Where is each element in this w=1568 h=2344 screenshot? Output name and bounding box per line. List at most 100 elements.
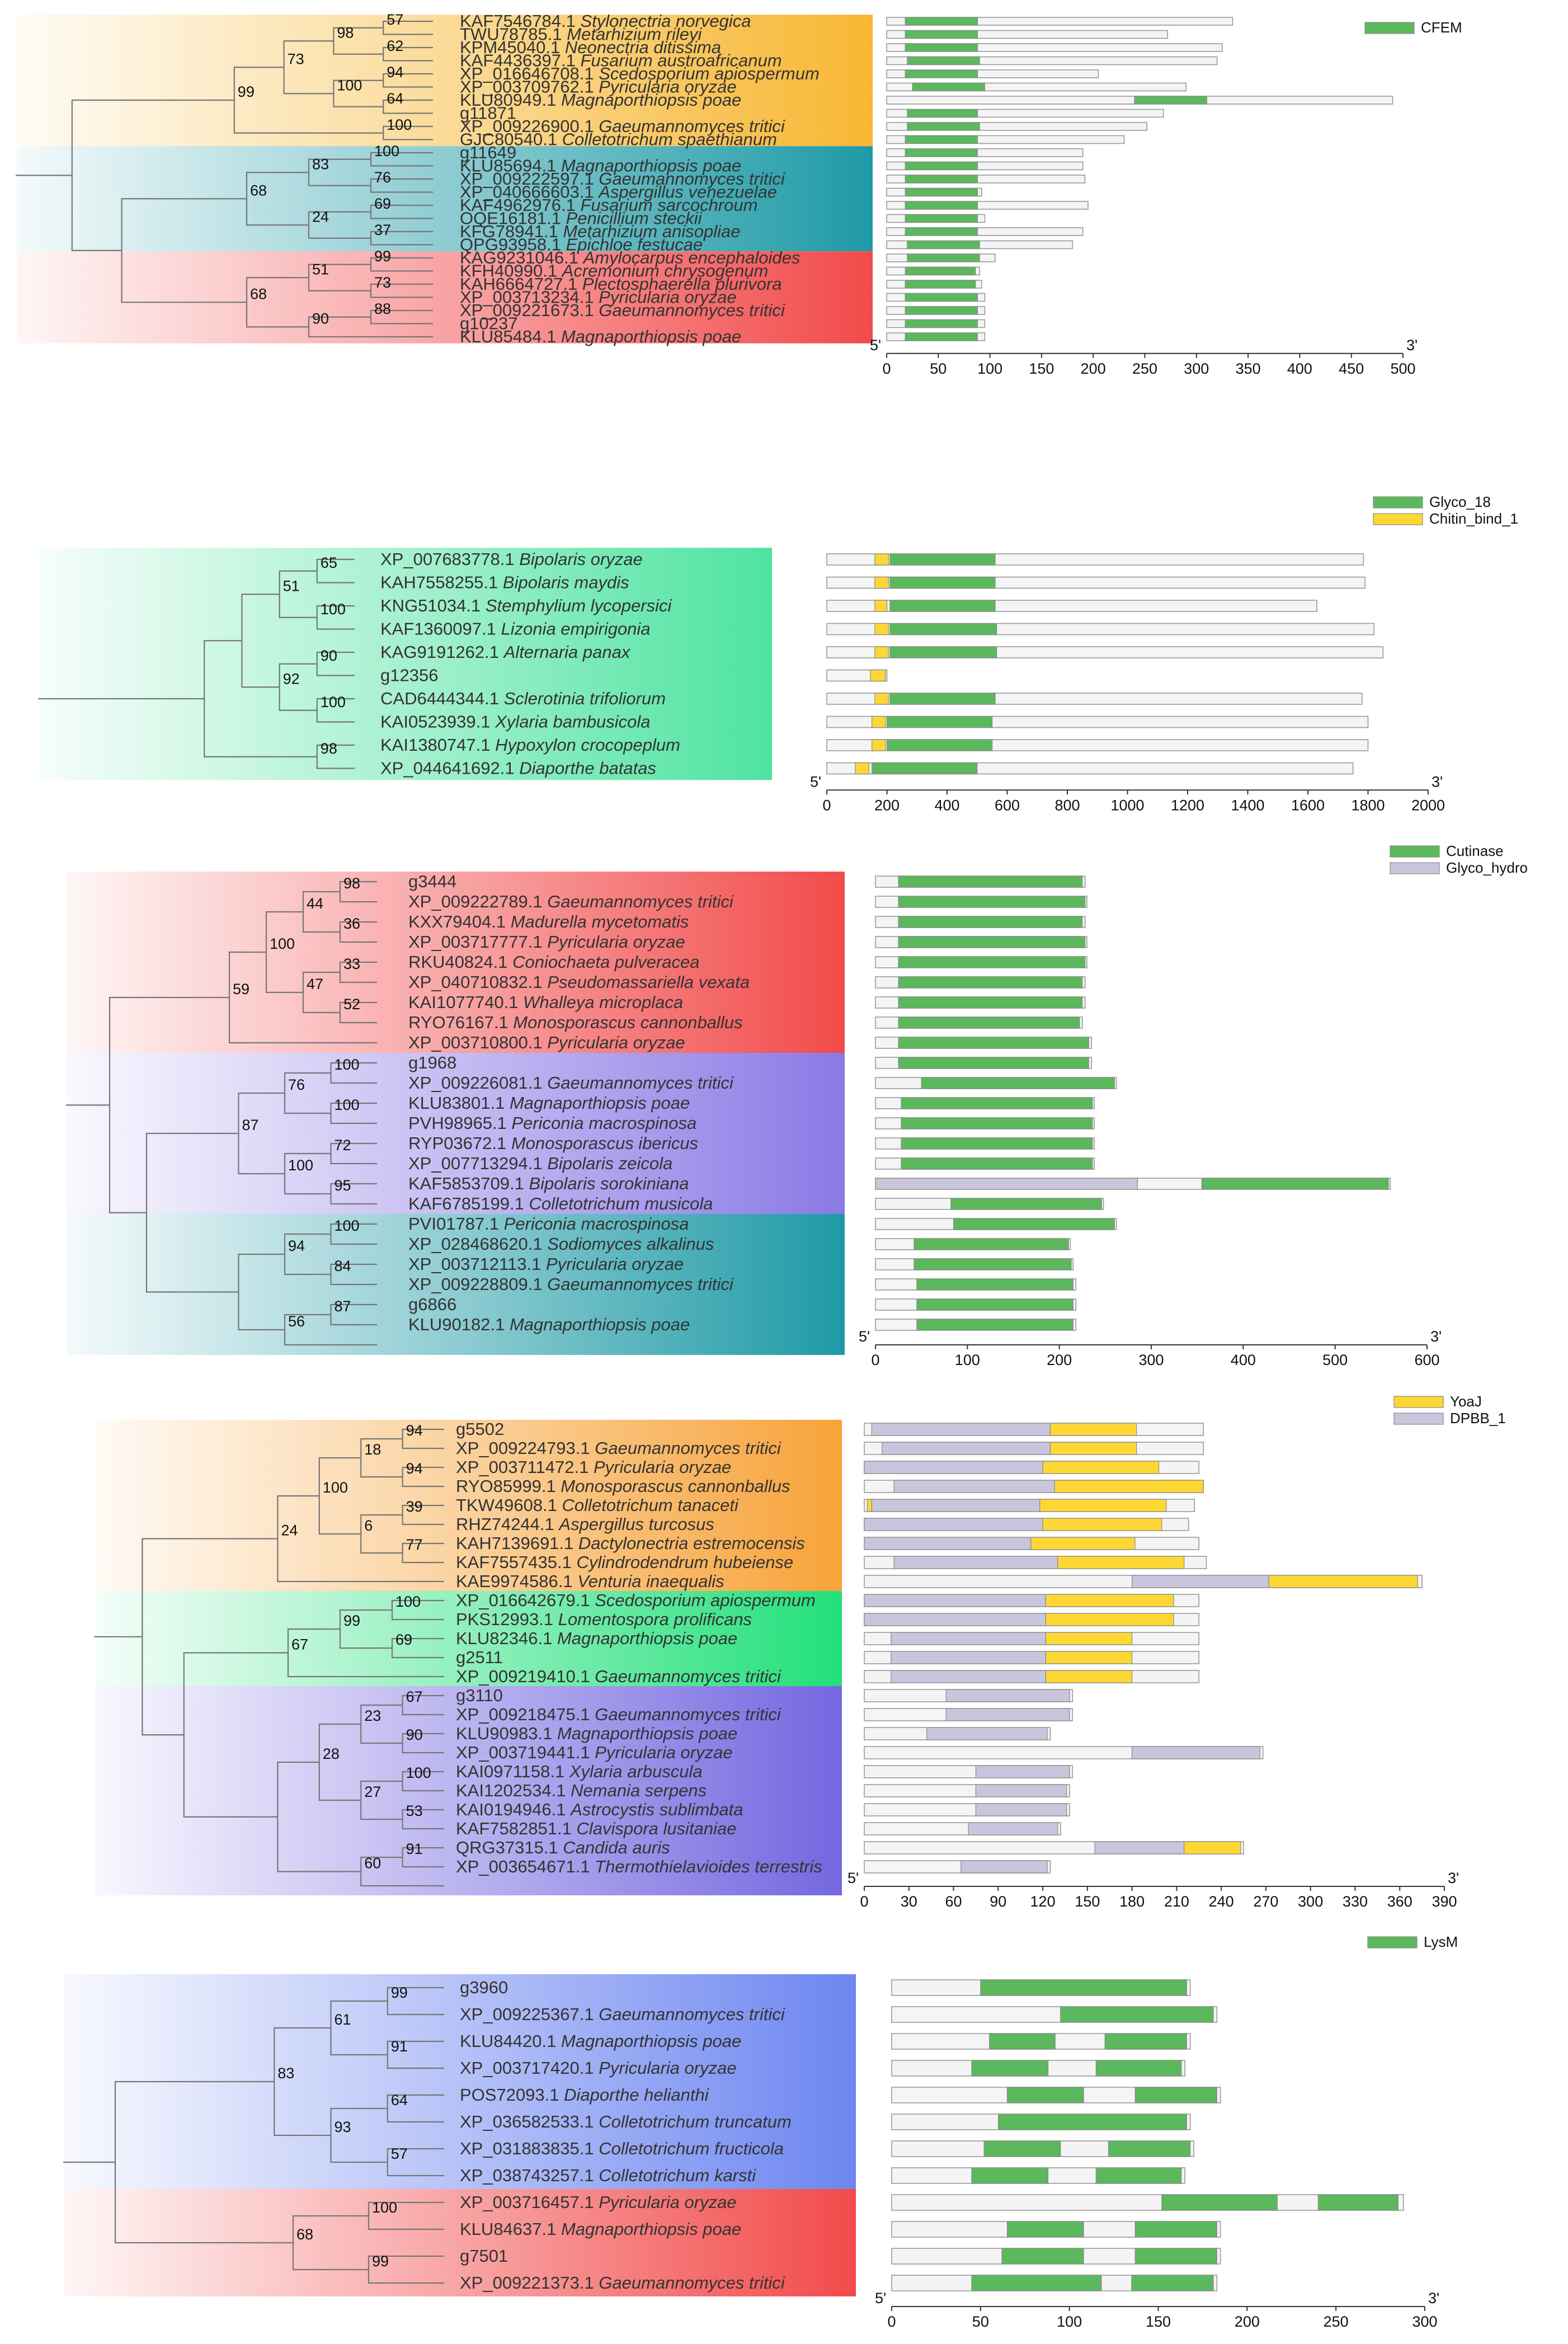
bootstrap-value: 27	[364, 1783, 381, 1800]
protein-bar	[826, 600, 1317, 612]
domain-cutinase	[901, 1157, 1093, 1170]
axis-tick-label: 250	[1132, 360, 1157, 377]
domain-dpbb_1	[864, 1613, 1046, 1626]
domain-lysm	[1006, 2221, 1084, 2238]
taxon-label: KAH6664727.1 Plectosphaerella plurivora	[460, 274, 782, 294]
panel-cutinase: 98 36 33 52 44 47 100 59 100 100 72 95 76 100 87 100 84 8…	[66, 842, 1528, 1368]
taxon-label: XP_007683778.1 Bipolaris oryzae	[380, 549, 643, 569]
taxon-label: KXX79404.1 Madurella mycetomatis	[408, 912, 689, 931]
protein-bar	[886, 30, 1168, 39]
protein-bar	[886, 161, 1084, 171]
protein-bar	[875, 996, 1086, 1009]
protein-bar	[875, 976, 1086, 989]
bootstrap-value: 100	[288, 1157, 313, 1174]
axis-tick-label: 1000	[1110, 797, 1144, 813]
bootstrap-value: 6	[364, 1517, 373, 1534]
domain-cfem	[905, 227, 978, 236]
domain-cfem	[907, 253, 980, 262]
legend: LysM	[1367, 1933, 1458, 1950]
axis-tick-label: 150	[1029, 360, 1054, 377]
domain-yoaj	[1049, 1442, 1137, 1455]
axis-tick-label: 300	[1138, 1352, 1164, 1368]
taxon-label: g10237	[460, 314, 517, 333]
domain-chitin_bind_1	[872, 716, 886, 728]
domain-cfem	[905, 17, 978, 26]
taxon-label: KAF4436397.1 Fusarium austroafricanum	[460, 51, 782, 70]
axis-tick-label: 30	[901, 1893, 917, 1910]
taxon-label: GJC80540.1 Colletotrichum spaethianum	[460, 130, 777, 149]
protein-bar	[826, 646, 1384, 658]
bootstrap-value: 90	[321, 647, 337, 664]
domain-yoaj	[1054, 1480, 1204, 1493]
taxon-label: RYO76167.1 Monosporascus cannonballus	[408, 1013, 742, 1032]
axis-tick-label: 500	[1390, 360, 1415, 377]
bootstrap-value: 44	[307, 895, 323, 912]
taxon-label: XP_003713234.1 Pyricularia oryzae	[460, 288, 737, 307]
protein-bar	[886, 96, 1393, 105]
bootstrap-value: 53	[406, 1802, 423, 1819]
protein-bar	[875, 876, 1086, 888]
domain-dpbb_1	[960, 1860, 1048, 1874]
protein-bar	[864, 1556, 1207, 1569]
taxon-label: XP_003654671.1 Thermothielavioides terre…	[456, 1857, 822, 1876]
axis-tick-label: 400	[934, 797, 959, 813]
axis-tick-label: 1200	[1171, 797, 1204, 813]
legend-label: CFEM	[1421, 19, 1462, 36]
bootstrap-value: 51	[312, 261, 329, 277]
domain-lysm	[1317, 2194, 1399, 2211]
axis-start-label: 5'	[847, 1870, 859, 1886]
domain-lysm	[1095, 2167, 1182, 2184]
domain-chitin_bind_1	[874, 553, 889, 566]
protein-bar	[864, 1860, 1051, 1874]
bootstrap-value: 67	[406, 1688, 423, 1705]
length-axis: 0 50 100 150 200 250 300 5' 3'	[875, 2290, 1439, 2330]
bootstrap-value: 77	[406, 1536, 423, 1553]
domain-cutinase	[921, 1077, 1115, 1089]
bootstrap-value: 52	[343, 996, 360, 1013]
domain-cfem	[905, 43, 978, 52]
protein-bar	[891, 2221, 1221, 2238]
domain-lysm	[1001, 2248, 1084, 2265]
domain-dpbb_1	[891, 1632, 1046, 1645]
bootstrap-value: 24	[281, 1522, 298, 1539]
taxon-label: XP_009221373.1 Gaeumannomyces tritici	[460, 2273, 785, 2293]
axis-end-label: 3'	[1432, 773, 1443, 790]
bootstrap-value: 73	[374, 274, 391, 291]
protein-bar	[875, 1057, 1092, 1069]
protein-bar	[875, 896, 1087, 908]
taxon-label: XP_003716457.1 Pyricularia oryzae	[460, 2192, 737, 2212]
taxon-label: KLU90983.1 Magnaporthiopsis poae	[456, 1724, 737, 1743]
taxon-label: KPM45040.1 Neonectria ditissima	[460, 37, 721, 57]
domain-glyco_18	[886, 716, 993, 728]
taxon-label: XP_044641692.1 Diaporthe batatas	[380, 759, 656, 778]
taxon-label: KAF1360097.1 Lizonia empirigonia	[380, 619, 651, 639]
bootstrap-value: 99	[391, 1984, 408, 2001]
protein-bar	[864, 1499, 1195, 1512]
axis-tick-label: 100	[1057, 2313, 1082, 2330]
taxon-label: KLU80949.1 Magnaporthiopsis poae	[460, 90, 741, 110]
taxon-label: g3110	[456, 1686, 503, 1705]
domain-glyco_18	[889, 693, 996, 705]
domain-dpbb_1	[1132, 1746, 1260, 1759]
protein-bar	[864, 1442, 1204, 1455]
domain-lysm	[1095, 2060, 1182, 2077]
domain-lysm	[980, 1979, 1187, 1996]
taxon-label: XP_036582533.1 Colletotrichum truncatum	[460, 2112, 792, 2131]
taxon-label: XP_009219410.1 Gaeumannomyces tritici	[456, 1667, 781, 1686]
bootstrap-value: 83	[312, 156, 329, 172]
protein-bar	[875, 1178, 1391, 1190]
legend-label: Cutinase	[1446, 842, 1504, 859]
bootstrap-value: 60	[364, 1855, 381, 1872]
domain-cfem	[905, 214, 978, 223]
domain-lysm	[1131, 2275, 1214, 2291]
legend-swatch	[1373, 496, 1423, 509]
bootstrap-value: 23	[364, 1707, 381, 1724]
legend-swatch	[1393, 1396, 1444, 1408]
protein-bar	[891, 2275, 1218, 2291]
bootstrap-value: 95	[335, 1177, 351, 1194]
protein-bar	[886, 109, 1164, 118]
protein-bar	[886, 306, 986, 315]
taxon-label: KLU82346.1 Magnaporthiopsis poae	[456, 1628, 737, 1648]
protein-bar	[886, 69, 1099, 78]
legend-label: LysM	[1424, 1933, 1458, 1950]
